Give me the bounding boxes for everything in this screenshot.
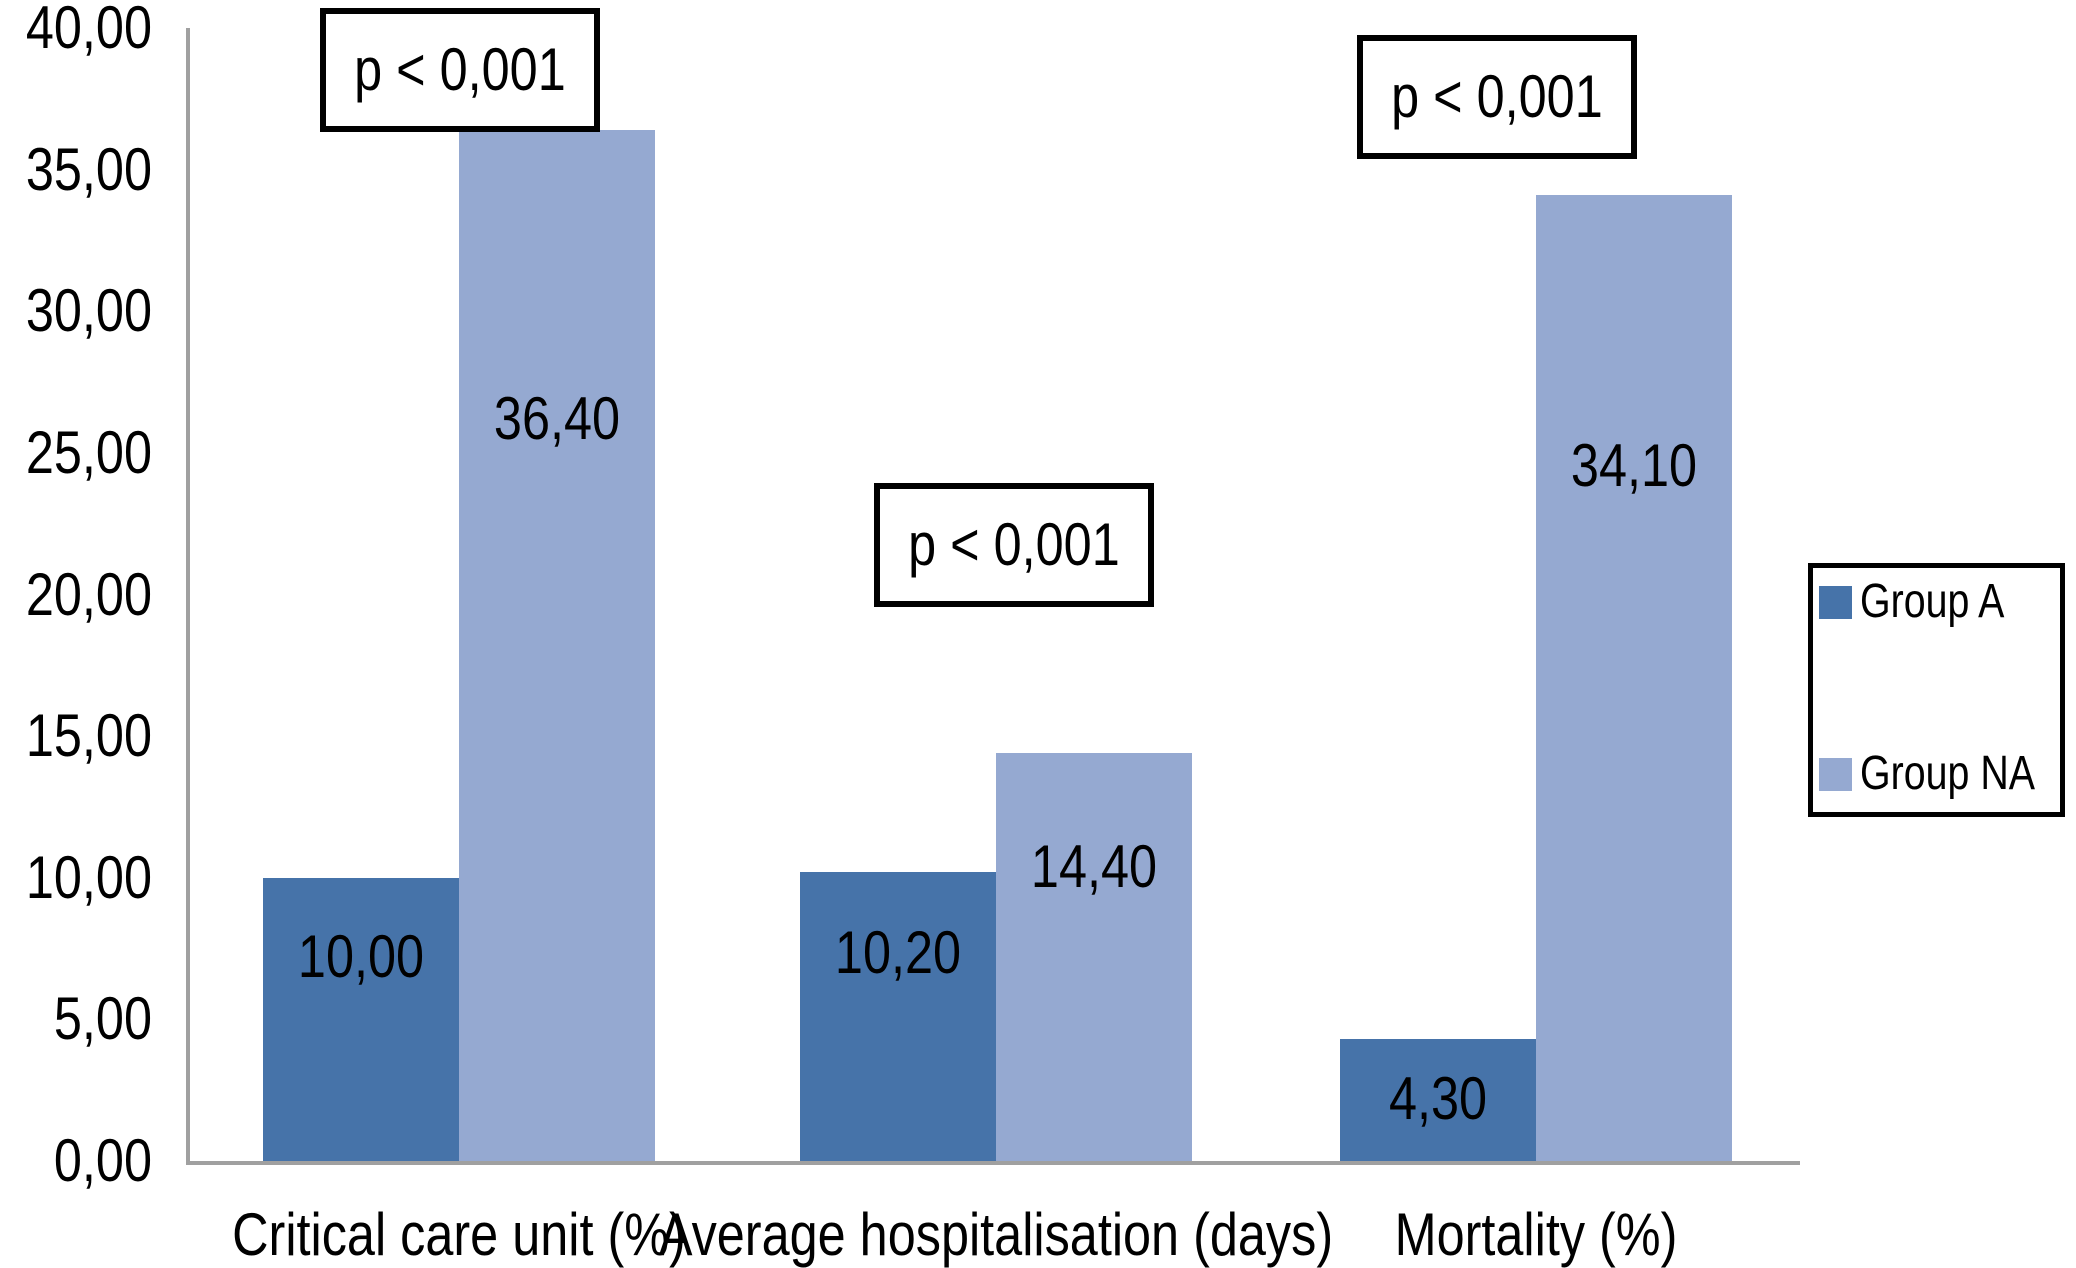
bar-value-label: 4,30 <box>1388 1065 1488 1133</box>
p-value-box-mortality: p < 0,001 <box>1357 35 1637 159</box>
legend-swatch-group-a-icon <box>1819 585 1852 619</box>
bar-group-na-critical-care-unit: 36,40 <box>459 129 655 1161</box>
legend-label-group-na: Group NA <box>1860 747 2036 800</box>
x-axis-line <box>186 1161 1800 1165</box>
p-value-text: p < 0,001 <box>354 36 566 103</box>
bar-value-label: 10,00 <box>297 923 425 991</box>
legend: Group A Group NA <box>1808 563 2065 817</box>
legend-label-group-a: Group A <box>1860 575 2005 628</box>
p-value-box-average-hospitalisation: p < 0,001 <box>874 483 1154 607</box>
bar-value-label: 10,20 <box>834 918 962 986</box>
y-axis-tick-label: 30,00 <box>25 277 152 345</box>
y-axis-tick-label: 25,00 <box>25 418 152 486</box>
y-axis-tick-label: 0,00 <box>53 1127 152 1194</box>
p-value-text: p < 0,001 <box>908 511 1120 578</box>
p-value-box-critical-care-unit: p < 0,001 <box>320 8 600 132</box>
legend-entry-group-na: Group NA <box>1819 748 2073 800</box>
bar-value-label: 34,10 <box>1570 431 1698 499</box>
y-axis-line <box>186 28 190 1165</box>
p-value-text: p < 0,001 <box>1391 63 1603 130</box>
y-axis-tick-label: 5,00 <box>53 985 152 1053</box>
bar-group-na-mortality: 34,10 <box>1536 195 1732 1161</box>
y-axis-tick-label: 40,00 <box>25 0 152 61</box>
bar-group-a-average-hospitalisation: 10,20 <box>800 872 996 1161</box>
bar-group-na-average-hospitalisation: 14,40 <box>996 753 1192 1161</box>
y-axis-tick-label: 10,00 <box>25 843 152 911</box>
y-axis-tick-label: 15,00 <box>25 702 152 770</box>
legend-entry-group-a: Group A <box>1819 576 2036 628</box>
bar-group-a-critical-care-unit: 10,00 <box>263 877 459 1161</box>
bar-value-label: 14,40 <box>1030 833 1158 901</box>
x-axis-label-mortality: Mortality (%) <box>1394 1201 1678 1268</box>
legend-swatch-group-na-icon <box>1819 757 1852 791</box>
y-axis-tick-label: 20,00 <box>25 560 152 628</box>
bar-value-label: 36,40 <box>493 384 621 452</box>
x-axis-label-critical-care-unit: Critical care unit (%) <box>232 1201 686 1268</box>
bar-group-a-mortality: 4,30 <box>1340 1039 1536 1161</box>
y-axis-tick-label: 35,00 <box>25 135 152 203</box>
x-axis-label-average-hospitalisation: Average hospitalisation (days) <box>658 1201 1334 1268</box>
